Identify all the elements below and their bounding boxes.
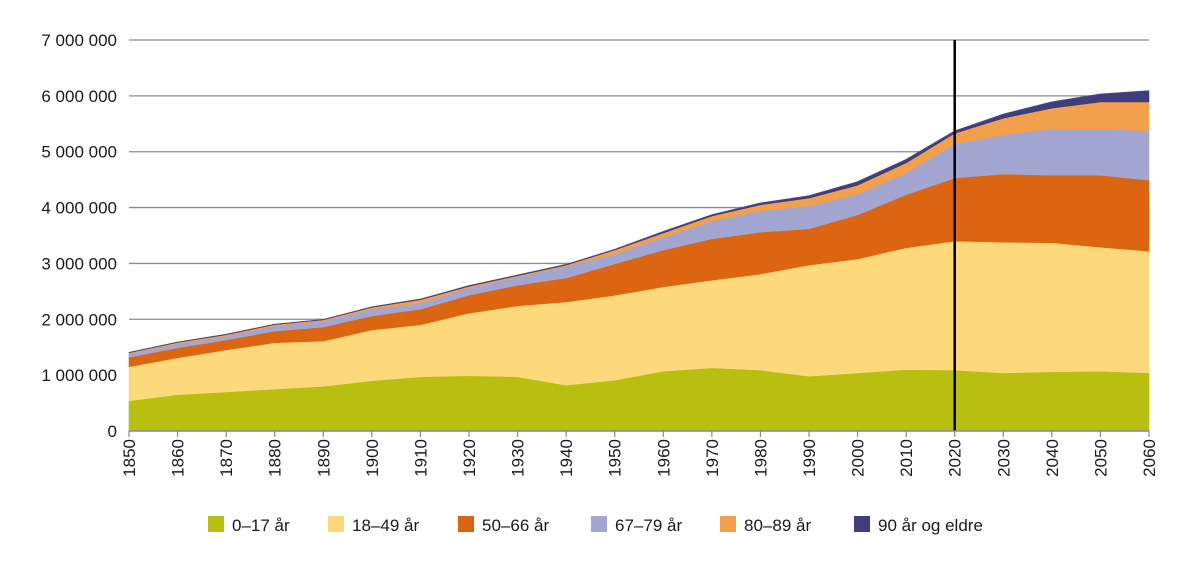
x-tick-label: 1850 bbox=[120, 439, 139, 477]
legend-swatch bbox=[458, 516, 474, 532]
legend-item: 67–79 år bbox=[591, 516, 682, 535]
x-tick-label: 2020 bbox=[946, 439, 965, 477]
total-outline bbox=[128, 90, 1150, 354]
x-tick-label: 1990 bbox=[800, 439, 819, 477]
legend-label: 80–89 år bbox=[744, 516, 811, 535]
legend-label: 50–66 år bbox=[482, 516, 549, 535]
legend-item: 80–89 år bbox=[720, 516, 811, 535]
x-tick-label: 2040 bbox=[1043, 439, 1062, 477]
x-axis: 1850 1860 1870 1880 1890 1900 1910 1920 1930 1940… bbox=[120, 430, 1159, 477]
x-tick-label: 1920 bbox=[460, 439, 479, 477]
legend-item: 18–49 år bbox=[328, 516, 419, 535]
legend-item: 90 år og eldre bbox=[854, 516, 983, 535]
y-tick-label: 7 000 000 bbox=[41, 31, 117, 50]
legend-swatch bbox=[591, 516, 607, 532]
legend-label: 0–17 år bbox=[232, 516, 290, 535]
legend-swatch bbox=[208, 516, 224, 532]
y-tick-label: 0 bbox=[108, 422, 117, 441]
y-axis: 0 1 000 000 2 000 000 3 000 000 4 000 000 5 0… bbox=[41, 31, 117, 441]
x-tick-label: 1870 bbox=[217, 439, 236, 477]
legend-item: 50–66 år bbox=[458, 516, 549, 535]
x-tick-label: 1900 bbox=[363, 439, 382, 477]
legend-label: 67–79 år bbox=[615, 516, 682, 535]
legend-swatch bbox=[720, 516, 736, 532]
x-tick-label: 1940 bbox=[557, 439, 576, 477]
legend-swatch bbox=[328, 516, 344, 532]
y-tick-label: 3 000 000 bbox=[41, 254, 117, 273]
x-tick-label: 1880 bbox=[266, 439, 285, 477]
x-tick-label: 1960 bbox=[654, 439, 673, 477]
x-tick-label: 2060 bbox=[1140, 439, 1159, 477]
area-series bbox=[128, 40, 1150, 432]
x-tick-label: 2050 bbox=[1091, 439, 1110, 477]
x-tick-label: 2010 bbox=[897, 439, 916, 477]
y-tick-label: 1 000 000 bbox=[41, 366, 117, 385]
x-tick-label: 1890 bbox=[314, 439, 333, 477]
legend-swatch bbox=[854, 516, 870, 532]
x-tick-label: 1910 bbox=[411, 439, 430, 477]
y-tick-label: 6 000 000 bbox=[41, 87, 117, 106]
y-tick-label: 2 000 000 bbox=[41, 310, 117, 329]
x-tick-label: 1950 bbox=[606, 439, 625, 477]
y-tick-label: 4 000 000 bbox=[41, 199, 117, 218]
x-tick-label: 1980 bbox=[751, 439, 770, 477]
legend-label: 90 år og eldre bbox=[878, 516, 983, 535]
x-tick-label: 2000 bbox=[849, 439, 868, 477]
legend-item: 0–17 år bbox=[208, 516, 290, 535]
y-tick-label: 5 000 000 bbox=[41, 143, 117, 162]
legend-label: 18–49 år bbox=[352, 516, 419, 535]
x-tick-label: 1970 bbox=[703, 439, 722, 477]
x-tick-label: 1930 bbox=[509, 439, 528, 477]
legend: 0–17 år 18–49 år 50–66 år 67–79 år 80–89 år 9… bbox=[208, 516, 983, 535]
x-tick-label: 2030 bbox=[994, 439, 1013, 477]
x-tick-label: 1860 bbox=[169, 439, 188, 477]
